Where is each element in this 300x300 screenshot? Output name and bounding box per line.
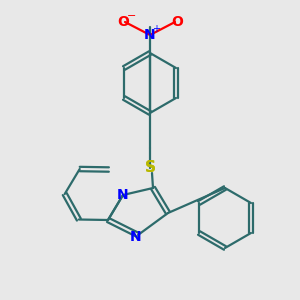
Text: O: O bbox=[171, 15, 183, 29]
Text: N: N bbox=[144, 28, 156, 42]
Text: S: S bbox=[145, 160, 155, 175]
Text: S: S bbox=[145, 160, 155, 175]
Text: N: N bbox=[117, 188, 129, 202]
Text: N: N bbox=[130, 230, 142, 244]
Text: O: O bbox=[117, 15, 129, 29]
Text: −: − bbox=[127, 11, 137, 21]
Text: +: + bbox=[152, 24, 160, 34]
